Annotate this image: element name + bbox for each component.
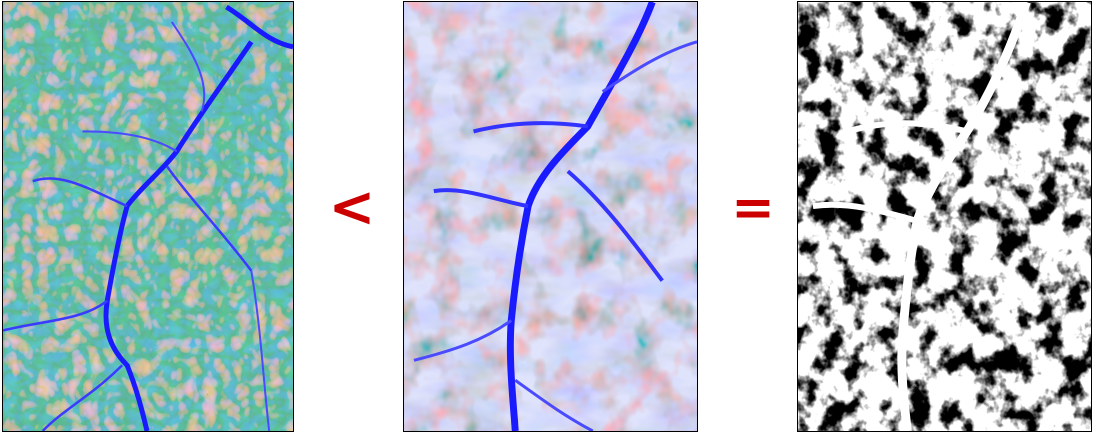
middle-map-panel (403, 1, 698, 432)
middle-map-image (404, 2, 697, 431)
left-map-panel (2, 1, 294, 432)
right-binary-map-image (798, 2, 1091, 431)
less-than-operator: < (328, 175, 376, 240)
equals-operator: = (731, 178, 775, 238)
left-map-image (3, 2, 293, 431)
right-map-panel (797, 1, 1092, 432)
